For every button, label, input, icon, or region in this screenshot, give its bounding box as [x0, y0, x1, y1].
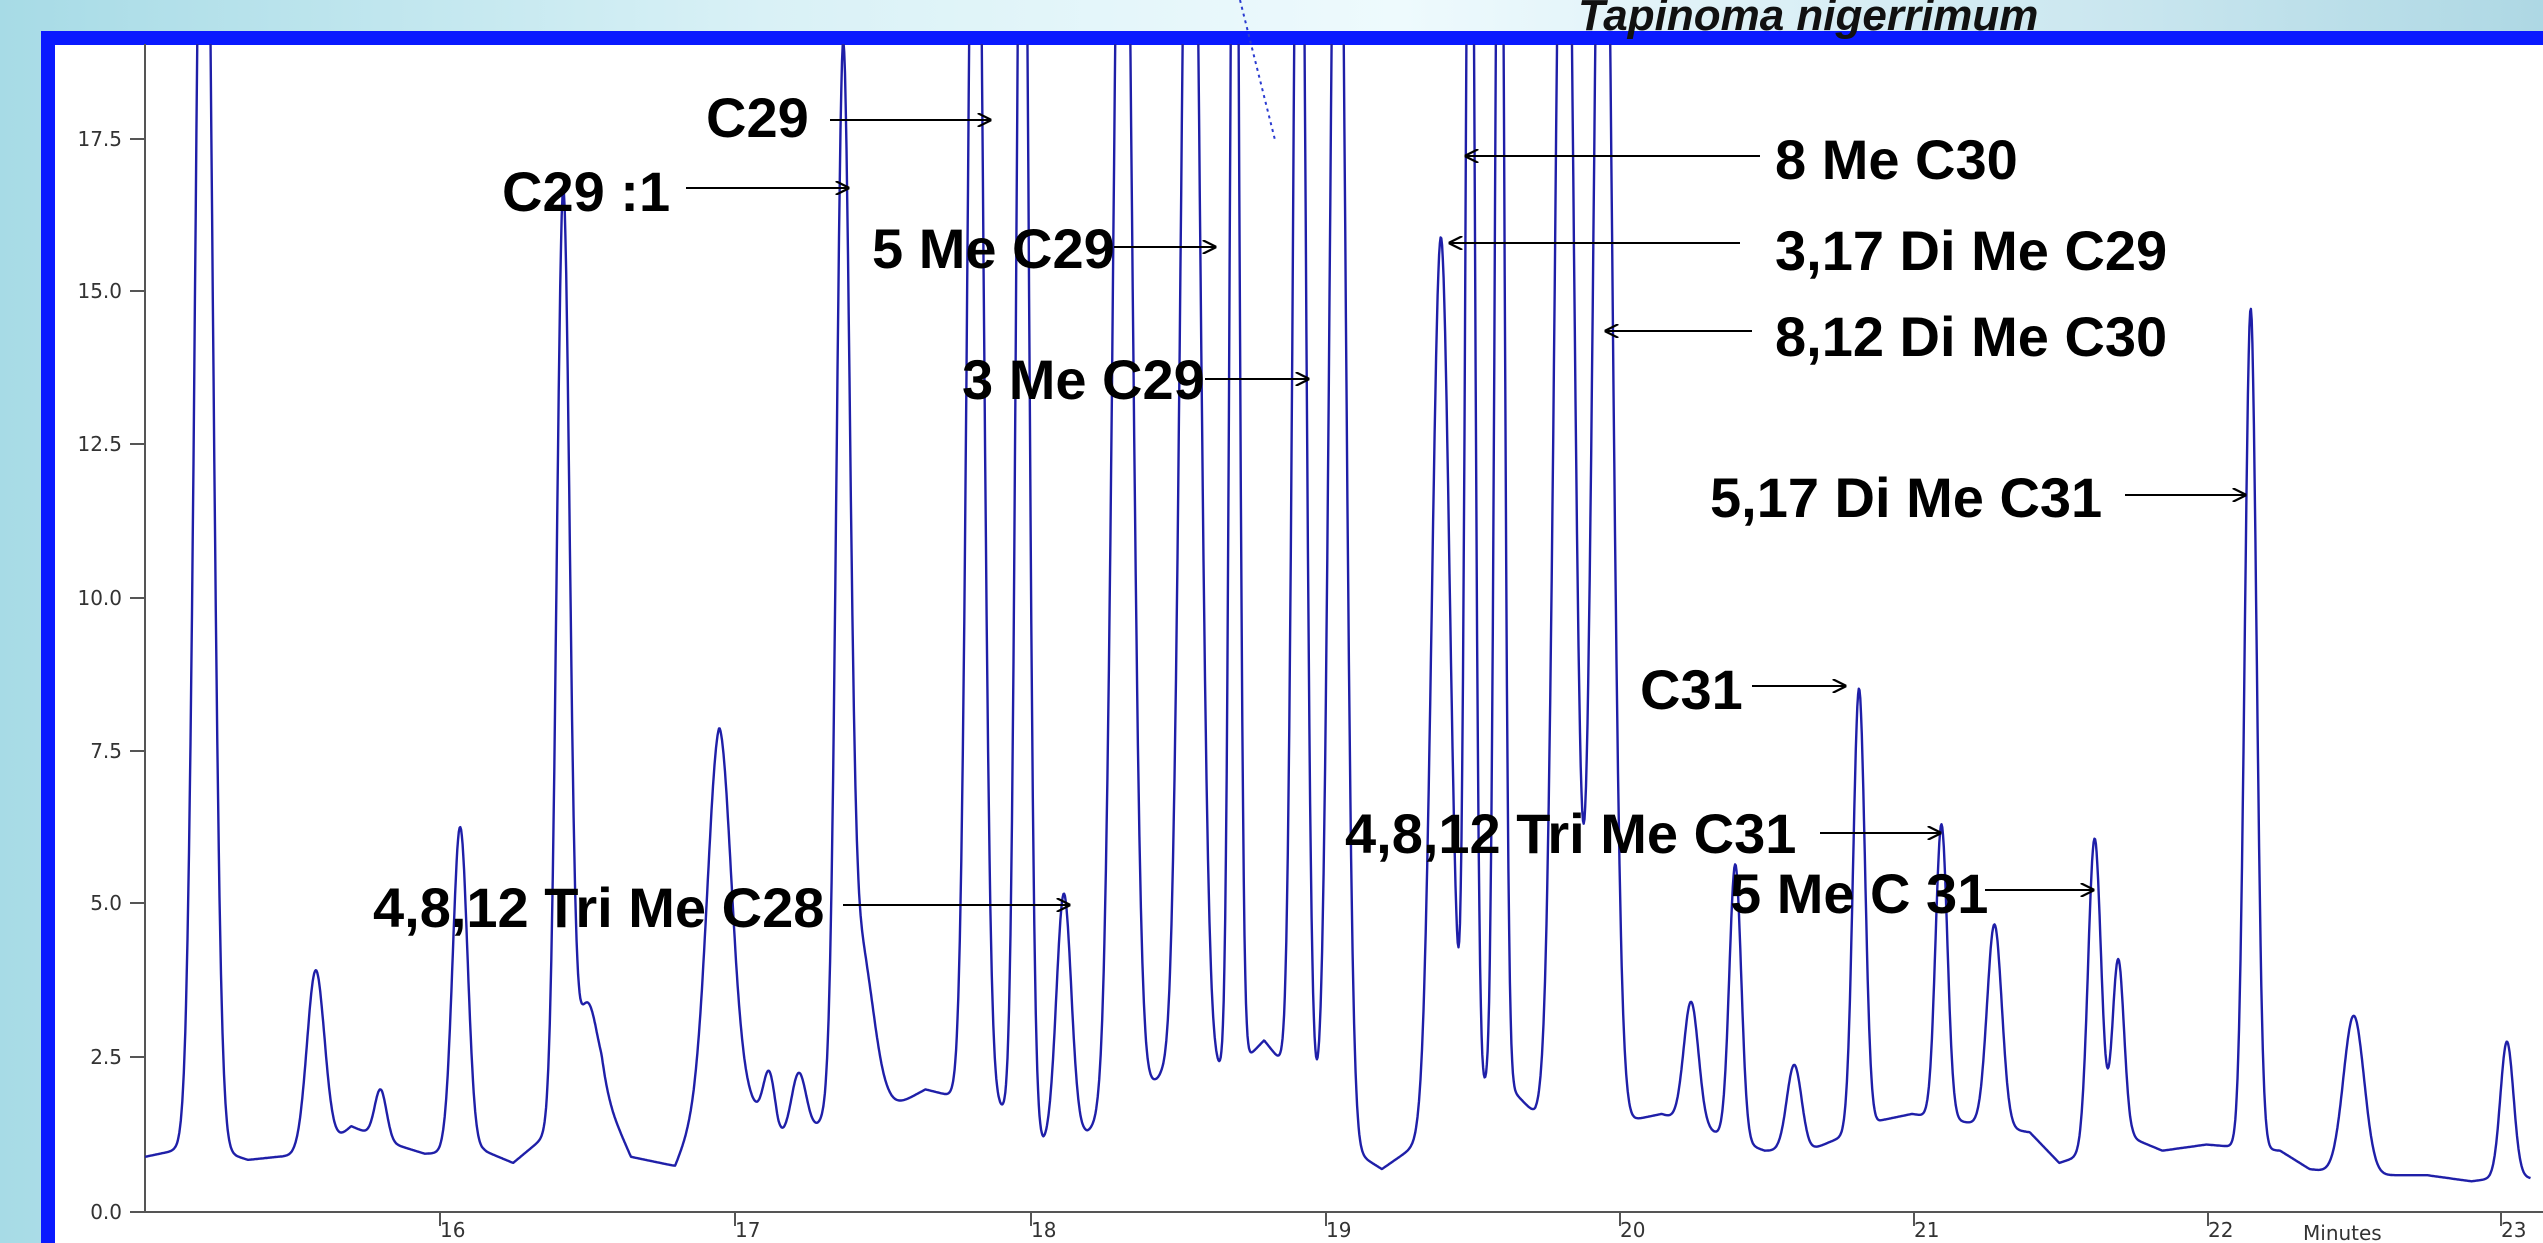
annotation-label: 8,12 Di Me C30 — [1775, 305, 2167, 368]
annotation-label: 3,17 Di Me C29 — [1775, 219, 2167, 282]
title-leader-line — [1239, 0, 1276, 141]
y-tick-group: 0.0 2.5 5.0 7.5 10.0 12.5 15.0 17.5 — [77, 127, 145, 1224]
annotation-4-8-12-tri-me-c28: 4,8,12 Tri Me C28 — [373, 876, 1069, 939]
x-tick-label: 20 — [1620, 1218, 1645, 1242]
annotation-3-me-c29: 3 Me C29 — [962, 348, 1308, 411]
annotation-c31: C31 — [1640, 658, 1845, 721]
annotation-label: 5 Me C 31 — [1730, 862, 1988, 925]
annotation-c29: C29 — [706, 86, 990, 149]
x-tick-label: 22 — [2208, 1218, 2233, 1242]
y-tick-label: 5.0 — [90, 891, 122, 915]
annotation-8-me-c30: 8 Me C30 — [1466, 128, 2018, 191]
chart-title: Tapinoma nigerrimum — [1578, 0, 2038, 40]
annotation-label: 5,17 Di Me C31 — [1710, 466, 2102, 529]
x-tick-label: 23 — [2501, 1218, 2526, 1242]
y-tick-label: 10.0 — [77, 586, 122, 610]
annotation-label: 3 Me C29 — [962, 348, 1205, 411]
y-tick-label: 12.5 — [77, 432, 122, 456]
annotation-label: C29 — [706, 86, 809, 149]
y-tick-label: 0.0 — [90, 1200, 122, 1224]
annotation-label: 8 Me C30 — [1775, 128, 2018, 191]
annotation-label: C31 — [1640, 658, 1743, 721]
y-tick-label: 7.5 — [90, 739, 122, 763]
y-tick-label: 17.5 — [77, 127, 122, 151]
annotation-8-12-di-me-c30: 8,12 Di Me C30 — [1606, 305, 2167, 368]
annotation-label: 4,8,12 Tri Me C28 — [373, 876, 824, 939]
annotation-label: 4,8,12 Tri Me C31 — [1345, 802, 1796, 865]
peak-annotations: C29 C29 :1 5 Me C29 3 Me C29 8 Me C30 3,… — [373, 86, 2245, 939]
x-tick-label: 16 — [440, 1218, 465, 1242]
annotation-5-me-c29: 5 Me C29 — [872, 217, 1215, 280]
annotation-5-17-di-me-c31: 5,17 Di Me C31 — [1710, 466, 2245, 529]
x-tick-label: 18 — [1031, 1218, 1056, 1242]
x-tick-label: 17 — [735, 1218, 760, 1242]
y-tick-label: 2.5 — [90, 1045, 122, 1069]
annotation-4-8-12-tri-me-c31: 4,8,12 Tri Me C31 — [1345, 802, 1940, 865]
annotation-label: C29 :1 — [502, 160, 670, 223]
x-tick-group: 16 17 18 19 20 21 22 23 Minutes — [439, 1212, 2526, 1243]
chart-frame-border — [41, 31, 2543, 1243]
chromatogram-trace — [145, 44, 2531, 1183]
annotation-c29-1: C29 :1 — [502, 160, 848, 223]
x-axis-label: Minutes — [2303, 1221, 2382, 1243]
annotation-3-17-di-me-c29: 3,17 Di Me C29 — [1450, 219, 2167, 282]
x-tick-label: 21 — [1914, 1218, 1939, 1242]
annotation-5-me-c31: 5 Me C 31 — [1730, 862, 2093, 925]
y-tick-label: 15.0 — [77, 279, 122, 303]
x-tick-label: 19 — [1326, 1218, 1351, 1242]
annotation-label: 5 Me C29 — [872, 217, 1115, 280]
